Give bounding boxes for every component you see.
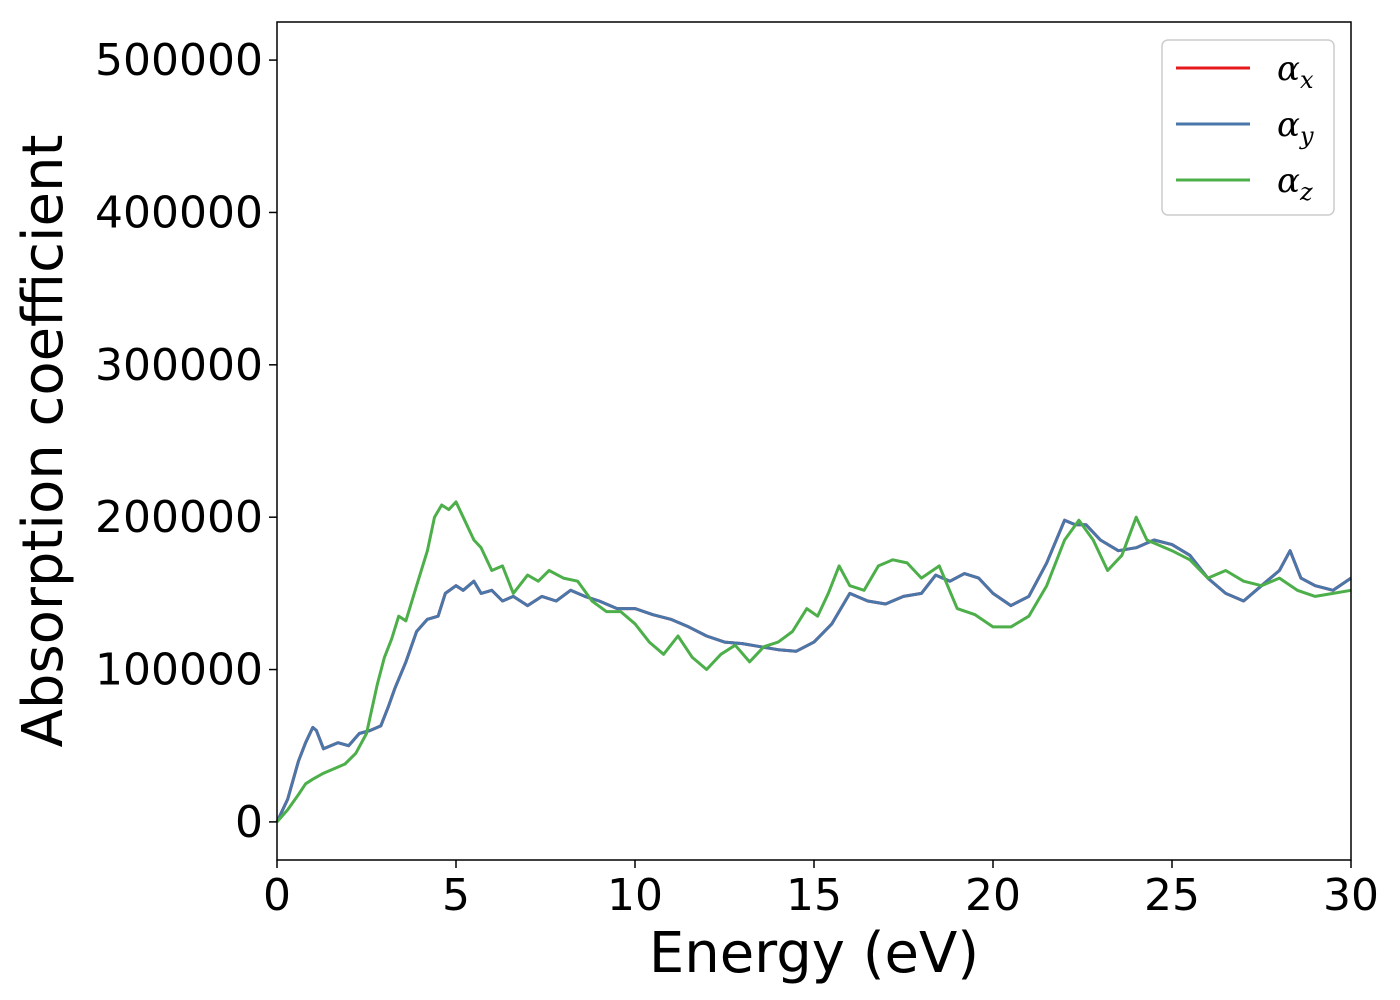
x-tick-label: 20 [965, 870, 1021, 921]
x-tick-label: 10 [607, 870, 663, 921]
legend-label-alpha-z: αz [1277, 161, 1313, 206]
y-axis-label: Absorption coefficient [11, 135, 76, 748]
legend-label-alpha-x: αx [1277, 49, 1314, 94]
legend: αx αy αz [1161, 39, 1335, 216]
x-tick-label: 30 [1323, 870, 1379, 921]
y-tick-label: 500000 [95, 35, 263, 86]
y-tick-label: 100000 [95, 645, 263, 696]
series-line-alpha-z [275, 500, 1352, 823]
y-axis: 0 100000 200000 300000 400000 500000 [95, 35, 277, 848]
legend-box [1161, 39, 1335, 216]
x-axis-label: Energy (eV) [649, 921, 979, 986]
x-tick-label: 5 [442, 870, 470, 921]
series-lines [275, 500, 1352, 823]
y-tick-label: 0 [235, 797, 263, 848]
x-axis: 0 5 10 15 20 25 30 [263, 860, 1379, 921]
y-tick-label: 200000 [95, 492, 263, 543]
legend-label-alpha-y: αy [1277, 105, 1314, 150]
x-tick-label: 15 [786, 870, 842, 921]
series-line-alpha-y [275, 518, 1352, 823]
y-tick-label: 300000 [95, 340, 263, 391]
x-tick-label: 25 [1144, 870, 1200, 921]
x-tick-label: 0 [263, 870, 291, 921]
y-tick-label: 400000 [95, 187, 263, 238]
